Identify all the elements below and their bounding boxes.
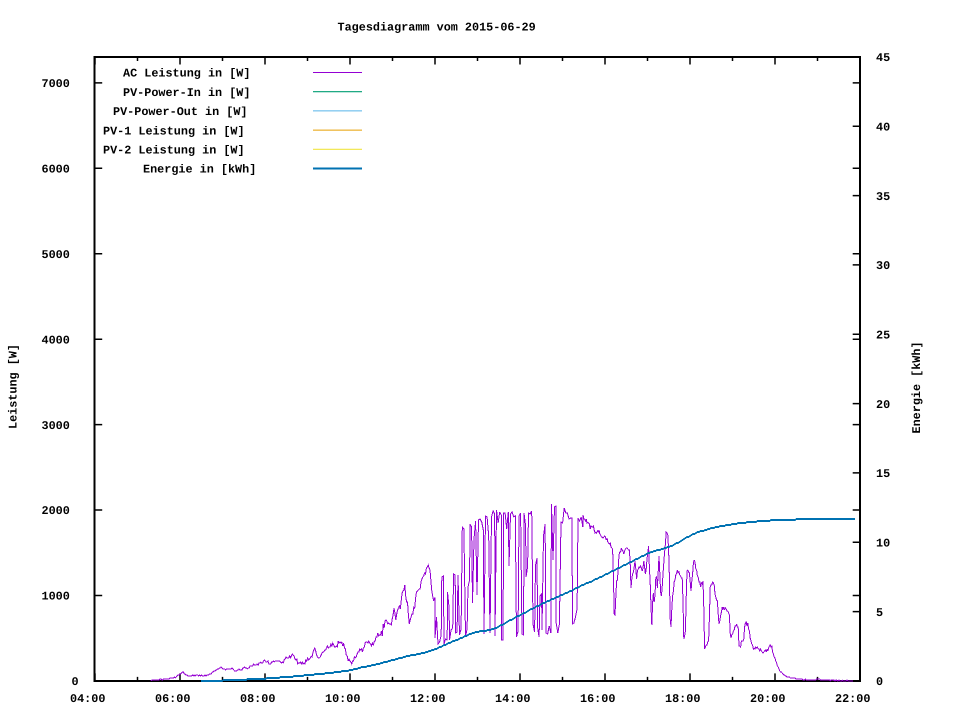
svg-text:PV-Power-In in [W]: PV-Power-In in [W] — [123, 86, 250, 100]
svg-text:7000: 7000 — [42, 77, 70, 91]
svg-text:16:00: 16:00 — [580, 692, 615, 706]
svg-text:Energie [kWh]: Energie [kWh] — [910, 341, 924, 433]
svg-text:5000: 5000 — [42, 248, 70, 262]
svg-text:Tagesdiagramm vom 2015-06-29: Tagesdiagramm vom 2015-06-29 — [338, 21, 536, 35]
svg-text:04:00: 04:00 — [70, 692, 105, 706]
svg-text:18:00: 18:00 — [665, 692, 700, 706]
svg-text:1000: 1000 — [42, 590, 70, 604]
svg-text:12:00: 12:00 — [410, 692, 445, 706]
svg-text:25: 25 — [876, 328, 890, 342]
svg-text:0: 0 — [876, 675, 883, 689]
svg-text:PV-Power-Out in [W]: PV-Power-Out in [W] — [113, 105, 248, 119]
svg-text:20:00: 20:00 — [750, 692, 785, 706]
svg-text:14:00: 14:00 — [495, 692, 530, 706]
svg-text:4000: 4000 — [42, 333, 70, 347]
svg-text:Leistung [W]: Leistung [W] — [7, 344, 21, 429]
svg-text:08:00: 08:00 — [240, 692, 275, 706]
svg-text:10: 10 — [876, 536, 890, 550]
svg-text:10:00: 10:00 — [325, 692, 360, 706]
svg-text:45: 45 — [876, 51, 890, 65]
svg-text:2000: 2000 — [42, 504, 70, 518]
svg-text:PV-2 Leistung in [W]: PV-2 Leistung in [W] — [103, 144, 245, 158]
svg-text:5: 5 — [876, 606, 883, 620]
svg-text:3000: 3000 — [42, 419, 70, 433]
svg-text:30: 30 — [876, 259, 890, 273]
svg-text:AC Leistung in [W]: AC Leistung in [W] — [123, 67, 250, 81]
svg-text:06:00: 06:00 — [155, 692, 190, 706]
svg-text:20: 20 — [876, 398, 890, 412]
svg-text:Energie in [kWh]: Energie in [kWh] — [143, 163, 256, 177]
svg-text:0: 0 — [72, 675, 79, 689]
svg-text:PV-1 Leistung in [W]: PV-1 Leistung in [W] — [103, 124, 245, 138]
svg-text:6000: 6000 — [42, 163, 70, 177]
svg-text:22:00: 22:00 — [835, 692, 870, 706]
svg-text:35: 35 — [876, 190, 890, 204]
svg-text:15: 15 — [876, 467, 890, 481]
svg-text:40: 40 — [876, 120, 890, 134]
